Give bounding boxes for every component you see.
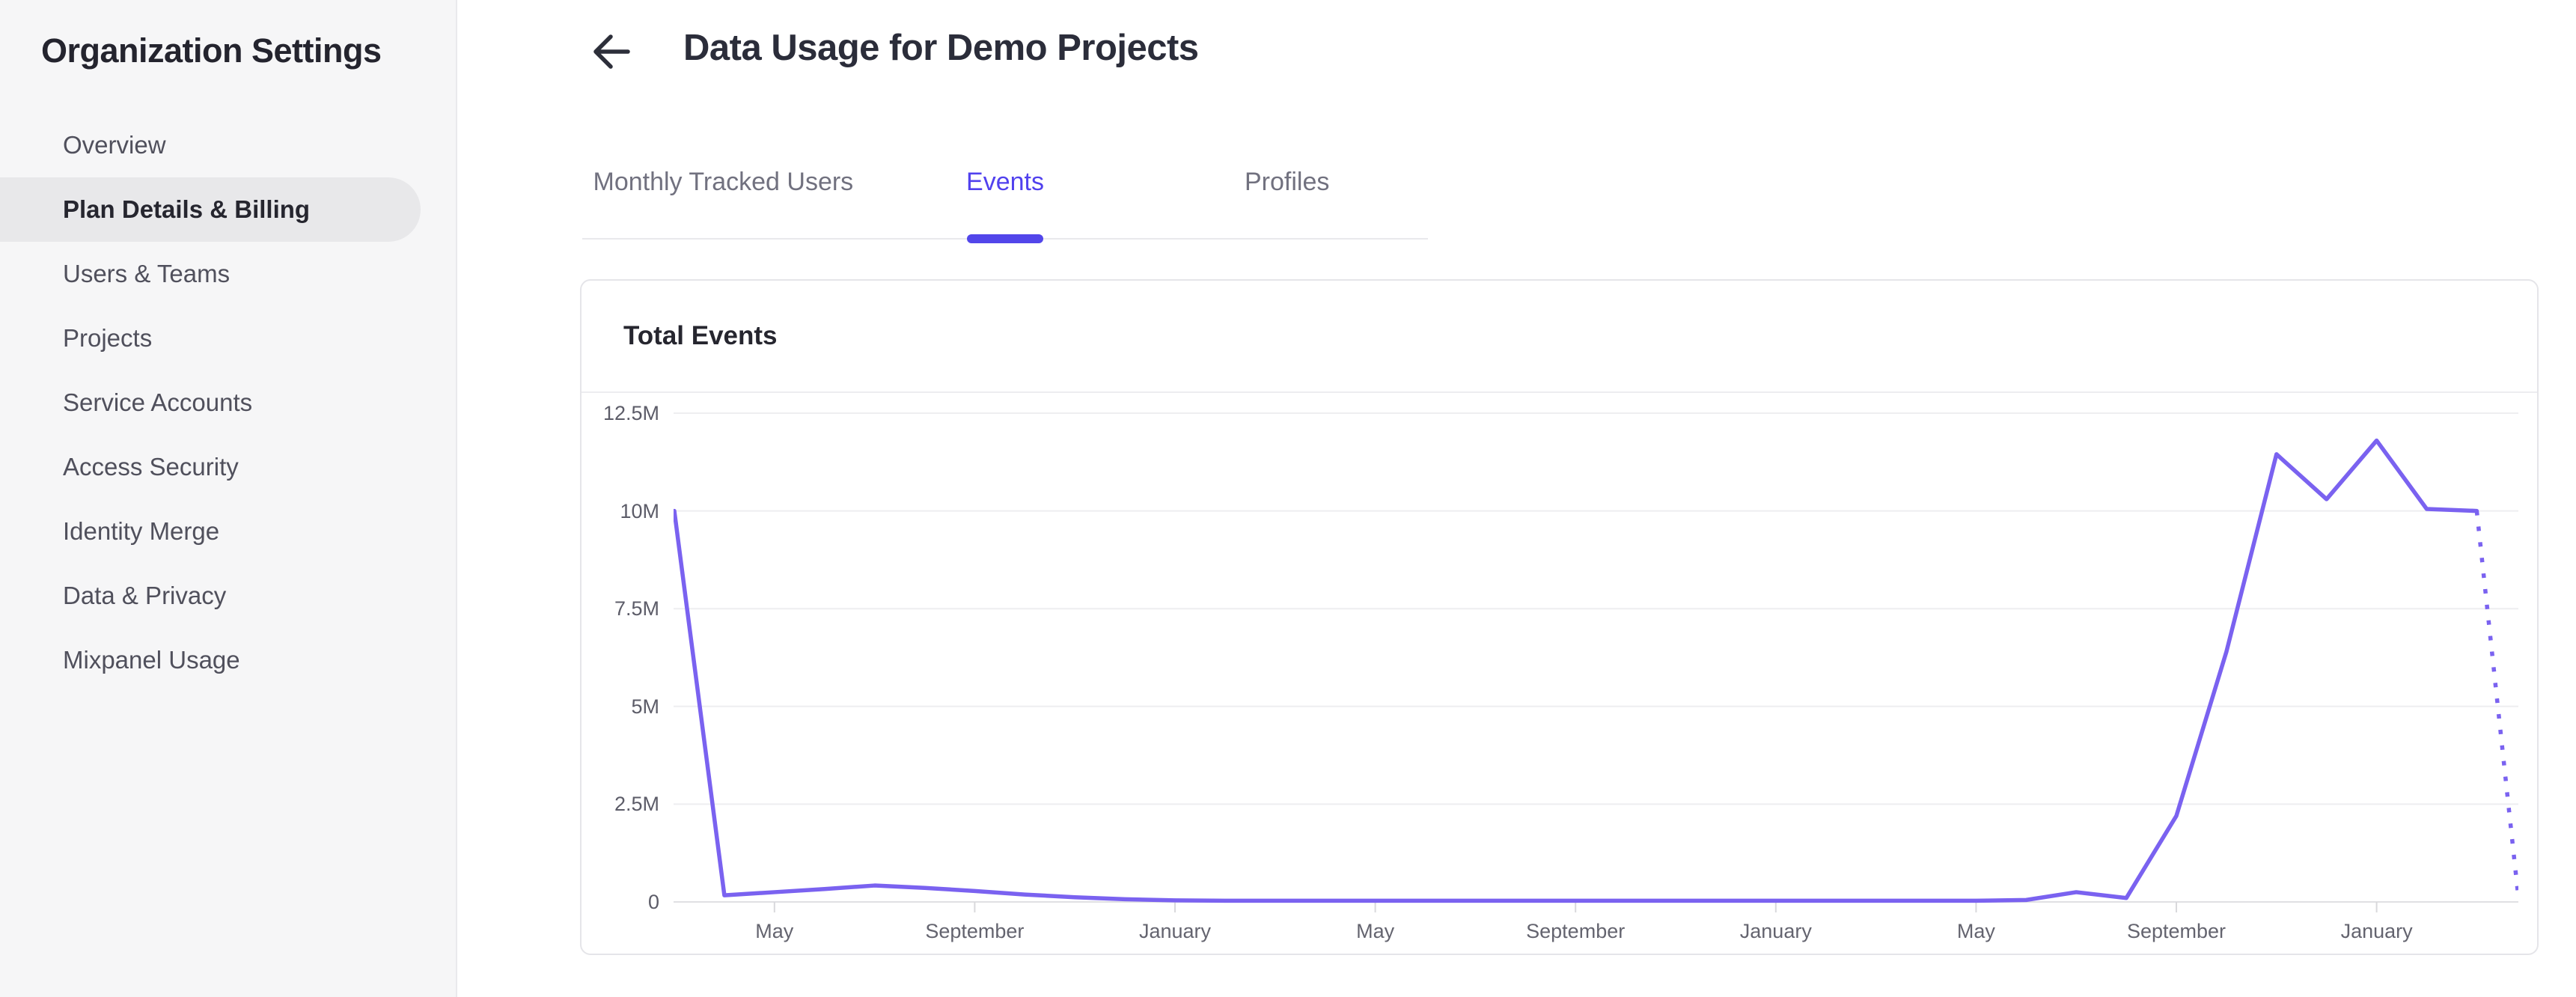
sidebar-item-identity-merge[interactable]: Identity Merge bbox=[63, 517, 220, 545]
sidebar-item-users-teams[interactable]: Users & Teams bbox=[63, 260, 231, 287]
tab-label: Events bbox=[966, 168, 1044, 196]
y-axis-label: 10M bbox=[620, 499, 659, 522]
x-axis-label: May bbox=[755, 920, 794, 942]
x-axis-label: September bbox=[925, 920, 1025, 942]
back-button[interactable] bbox=[590, 30, 633, 73]
tab-bar: Monthly Tracked Users Events Profiles bbox=[582, 147, 1428, 243]
tab-label: Monthly Tracked Users bbox=[593, 168, 854, 196]
line-chart-svg[interactable] bbox=[674, 404, 2518, 913]
tab-profiles[interactable]: Profiles bbox=[1146, 147, 1428, 238]
y-axis-label: 7.5M bbox=[614, 597, 659, 621]
y-axis-label: 12.5M bbox=[602, 402, 659, 424]
x-axis-label: January bbox=[2340, 920, 2413, 942]
sidebar: Organization Settings Overview Plan Detai… bbox=[0, 0, 457, 997]
x-axis-label: September bbox=[1526, 920, 1626, 942]
x-axis-label: May bbox=[1356, 920, 1395, 942]
active-tab-underline bbox=[967, 234, 1043, 243]
sidebar-item-service-accounts[interactable]: Service Accounts bbox=[63, 388, 253, 416]
sidebar-item-overview[interactable]: Overview bbox=[63, 131, 166, 159]
y-axis-label: 5M bbox=[631, 695, 659, 718]
sidebar-item-data-privacy[interactable]: Data & Privacy bbox=[63, 582, 227, 609]
card-title: Total Events bbox=[623, 321, 778, 350]
x-axis-label: January bbox=[1138, 920, 1212, 942]
tab-events[interactable]: Events bbox=[864, 147, 1147, 243]
tab-label: Profiles bbox=[1244, 168, 1330, 196]
total-events-chart: 12.5M 10M 7.5M 5M 2.5M 0 May September January Ma… bbox=[582, 281, 2537, 954]
x-axis-label: January bbox=[1739, 920, 1812, 942]
total-events-line-projected bbox=[2474, 510, 2518, 891]
card-header: Total Events bbox=[582, 281, 2537, 393]
sidebar-item-plan-details-billing[interactable]: Plan Details & Billing bbox=[0, 177, 421, 242]
y-axis-label: 0 bbox=[647, 891, 659, 913]
x-axis-label: September bbox=[2126, 920, 2226, 942]
sidebar-item-mixpanel-usage[interactable]: Mixpanel Usage bbox=[63, 646, 240, 674]
y-axis-label: 2.5M bbox=[614, 793, 659, 816]
back-arrow-icon bbox=[590, 34, 633, 76]
sidebar-item-access-security[interactable]: Access Security bbox=[63, 453, 239, 481]
x-axis-label: May bbox=[1956, 920, 1995, 942]
tab-monthly-tracked-users[interactable]: Monthly Tracked Users bbox=[582, 147, 864, 238]
total-events-card: Total Events 12.5M 10M 7.5M 5M 2.5M 0 May Septe… bbox=[580, 279, 2539, 955]
sidebar-title: Organization Settings bbox=[41, 31, 382, 70]
total-events-line bbox=[674, 438, 2479, 903]
page-title: Data Usage for Demo Projects bbox=[683, 28, 1199, 68]
sidebar-item-projects[interactable]: Projects bbox=[63, 324, 153, 352]
sidebar-nav: Overview Plan Details & Billing Users & Te… bbox=[0, 113, 457, 692]
